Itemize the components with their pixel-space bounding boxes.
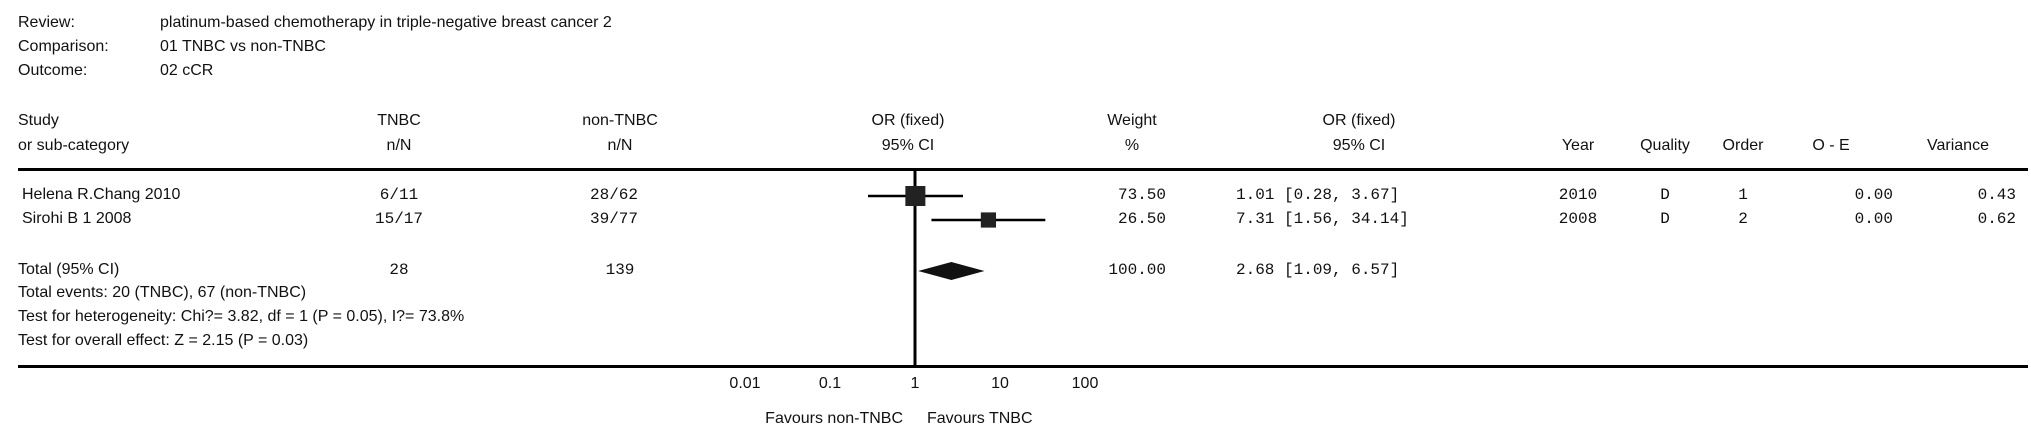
- study-point-box: [905, 185, 926, 207]
- study-year: 2010: [1558, 186, 1598, 204]
- study-variance: 0.43: [1977, 186, 2016, 204]
- outcome-value: 02 cCR: [160, 62, 214, 79]
- axis-tick-label: 1: [910, 375, 920, 392]
- favours-right-label: Favours TNBC: [927, 410, 1033, 427]
- axis-tick-label: 0.1: [818, 375, 842, 392]
- review-label: Review:: [18, 14, 75, 31]
- study-tnbc: 6/11: [379, 186, 419, 204]
- study-non-tnbc: 28/62: [589, 186, 639, 204]
- study-oe: 0.00: [1854, 186, 1893, 204]
- study-non-tnbc: 39/77: [589, 210, 639, 228]
- comparison-label: Comparison:: [18, 38, 109, 55]
- comparison-value: 01 TNBC vs non-TNBC: [160, 38, 326, 55]
- study-point-box: [980, 212, 997, 228]
- col-non-tnbc-1: non-TNBC: [582, 112, 658, 129]
- total-non-tnbc: 139: [605, 261, 635, 279]
- study-oe: 0.00: [1854, 210, 1893, 228]
- col-or-text-2: 95% CI: [1332, 137, 1386, 154]
- study-order: 1: [1738, 186, 1748, 204]
- col-weight-1: Weight: [1107, 112, 1157, 129]
- study-order: 2: [1738, 210, 1748, 228]
- col-study-2: or sub-category: [18, 137, 130, 154]
- study-year: 2008: [1558, 210, 1598, 228]
- col-tnbc-1: TNBC: [377, 112, 421, 129]
- col-or-text-1: OR (fixed): [1322, 112, 1396, 129]
- study-weight: 26.50: [1117, 210, 1166, 228]
- col-year: Year: [1561, 137, 1595, 154]
- study-weight: 73.50: [1117, 186, 1166, 204]
- study-quality: D: [1660, 210, 1670, 228]
- total-weight: 100.00: [1108, 261, 1166, 279]
- total-label: Total (95% CI): [18, 261, 120, 278]
- col-weight-2: %: [1124, 137, 1140, 154]
- study-or-ci: 1.01 [0.28, 3.67]: [1236, 186, 1400, 204]
- total-events: Total events: 20 (TNBC), 67 (non-TNBC): [18, 284, 307, 301]
- col-or-plot-2: 95% CI: [881, 137, 935, 154]
- col-variance: Variance: [1927, 137, 1989, 154]
- study-or-ci: 7.31 [1.56, 34.14]: [1236, 210, 1409, 228]
- favours-left-label: Favours non-TNBC: [765, 410, 903, 427]
- footer-rule: [18, 365, 2028, 368]
- study-name: Helena R.Chang 2010: [22, 186, 181, 203]
- col-or-plot-1: OR (fixed): [871, 112, 945, 129]
- axis-tick-label: 10: [991, 375, 1009, 392]
- col-non-tnbc-2: n/N: [607, 137, 633, 154]
- total-or-ci: 2.68 [1.09, 6.57]: [1236, 261, 1400, 279]
- study-name: Sirohi B 1 2008: [22, 210, 132, 227]
- outcome-label: Outcome:: [18, 62, 88, 79]
- study-variance: 0.62: [1977, 210, 2016, 228]
- total-tnbc: 28: [389, 261, 409, 279]
- study-quality: D: [1660, 186, 1670, 204]
- heterogeneity-test: Test for heterogeneity: Chi?= 3.82, df =…: [18, 308, 465, 325]
- col-quality: Quality: [1640, 137, 1690, 154]
- col-study-1: Study: [18, 112, 59, 129]
- overall-effect-test: Test for overall effect: Z = 2.15 (P = 0…: [18, 332, 309, 349]
- col-tnbc-2: n/N: [386, 137, 412, 154]
- review-value: platinum-based chemotherapy in triple-ne…: [160, 14, 612, 31]
- header-rule: [18, 168, 2028, 171]
- study-tnbc: 15/17: [374, 210, 424, 228]
- col-order: Order: [1722, 137, 1764, 154]
- col-oe: O - E: [1812, 137, 1850, 154]
- axis-tick-label: 100: [1071, 375, 1099, 392]
- pooled-diamond: [918, 262, 985, 280]
- axis-tick-label: 0.01: [729, 375, 761, 392]
